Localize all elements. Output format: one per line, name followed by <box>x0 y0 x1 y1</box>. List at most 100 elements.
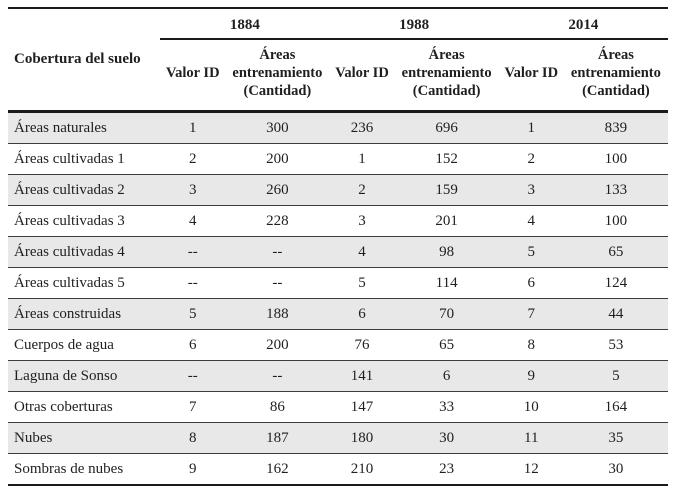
value-cell: 3 <box>498 174 564 206</box>
value-cell: 696 <box>394 111 499 144</box>
table-row: Áreas cultivadas 2 3 260 2 159 3 133 <box>8 174 668 206</box>
value-cell: 3 <box>160 174 226 206</box>
value-cell: -- <box>225 267 330 299</box>
value-cell: 3 <box>329 205 395 237</box>
value-cell: -- <box>160 267 226 299</box>
value-cell: 188 <box>225 298 330 330</box>
table-row: Laguna de Sonso -- -- 141 6 9 5 <box>8 360 668 392</box>
table-body: Áreas naturales 1 300 236 696 1 839 Área… <box>8 111 668 486</box>
table-row: Áreas cultivadas 1 2 200 1 152 2 100 <box>8 143 668 175</box>
value-cell: 187 <box>225 422 330 454</box>
value-cell: 100 <box>563 143 668 175</box>
value-cell: 70 <box>394 298 499 330</box>
value-cell: 1 <box>329 143 395 175</box>
value-cell: 164 <box>563 391 668 423</box>
value-cell: 236 <box>329 111 395 144</box>
value-cell: 23 <box>394 453 499 486</box>
table-row: Sombras de nubes 9 162 210 23 12 30 <box>8 453 668 486</box>
value-cell: 9 <box>160 453 226 486</box>
value-cell: 8 <box>160 422 226 454</box>
value-cell: 7 <box>498 298 564 330</box>
table-row: Áreas naturales 1 300 236 696 1 839 <box>8 111 668 144</box>
value-cell: -- <box>160 236 226 268</box>
value-cell: 147 <box>329 391 395 423</box>
value-cell: 1 <box>498 111 564 144</box>
value-cell: 180 <box>329 422 395 454</box>
value-cell: 98 <box>394 236 499 268</box>
value-cell: 6 <box>160 329 226 361</box>
value-cell: 5 <box>160 298 226 330</box>
row-label: Áreas cultivadas 2 <box>8 174 161 206</box>
value-cell: 8 <box>498 329 564 361</box>
table-header: Cobertura del suelo 1884 1988 2014 Valor… <box>8 8 668 113</box>
value-cell: 1 <box>160 111 226 144</box>
value-cell: 30 <box>563 453 668 486</box>
table-row: Nubes 8 187 180 30 11 35 <box>8 422 668 454</box>
value-cell: 4 <box>160 205 226 237</box>
value-cell: 260 <box>225 174 330 206</box>
row-label: Sombras de nubes <box>8 453 161 486</box>
value-cell: 53 <box>563 329 668 361</box>
row-label: Áreas construidas <box>8 298 161 330</box>
value-cell: 9 <box>498 360 564 392</box>
value-cell: -- <box>160 360 226 392</box>
table-row: Áreas cultivadas 3 4 228 3 201 4 100 <box>8 205 668 237</box>
value-cell: 12 <box>498 453 564 486</box>
row-label: Áreas cultivadas 1 <box>8 143 161 175</box>
value-cell: 4 <box>498 205 564 237</box>
value-cell: 839 <box>563 111 668 144</box>
value-cell: 33 <box>394 391 499 423</box>
year-header-1884: 1884 <box>160 8 330 40</box>
value-cell: 6 <box>329 298 395 330</box>
subheader-areas-1988: Áreas entrenamiento (Cantidad) <box>394 39 499 113</box>
value-cell: 4 <box>329 236 395 268</box>
value-cell: 2 <box>329 174 395 206</box>
row-label: Áreas cultivadas 4 <box>8 236 161 268</box>
value-cell: 200 <box>225 143 330 175</box>
value-cell: 76 <box>329 329 395 361</box>
column-header-cobertura-del-suelo: Cobertura del suelo <box>8 8 161 113</box>
value-cell: 228 <box>225 205 330 237</box>
row-label: Cuerpos de agua <box>8 329 161 361</box>
value-cell: 152 <box>394 143 499 175</box>
table-row: Otras coberturas 7 86 147 33 10 164 <box>8 391 668 423</box>
row-label: Áreas cultivadas 5 <box>8 267 161 299</box>
value-cell: -- <box>225 360 330 392</box>
value-cell: 300 <box>225 111 330 144</box>
value-cell: 7 <box>160 391 226 423</box>
value-cell: 30 <box>394 422 499 454</box>
value-cell: 200 <box>225 329 330 361</box>
subheader-valor-id-1988: Valor ID <box>329 39 395 113</box>
value-cell: 141 <box>329 360 395 392</box>
value-cell: 133 <box>563 174 668 206</box>
value-cell: 2 <box>160 143 226 175</box>
value-cell: 5 <box>498 236 564 268</box>
value-cell: 114 <box>394 267 499 299</box>
value-cell: 201 <box>394 205 499 237</box>
value-cell: 5 <box>563 360 668 392</box>
value-cell: 162 <box>225 453 330 486</box>
value-cell: 65 <box>394 329 499 361</box>
value-cell: 5 <box>329 267 395 299</box>
value-cell: 210 <box>329 453 395 486</box>
page: Cobertura del suelo 1884 1988 2014 Valor… <box>0 7 675 497</box>
value-cell: -- <box>225 236 330 268</box>
value-cell: 124 <box>563 267 668 299</box>
value-cell: 11 <box>498 422 564 454</box>
year-header-1988: 1988 <box>329 8 499 40</box>
row-label: Laguna de Sonso <box>8 360 161 392</box>
value-cell: 10 <box>498 391 564 423</box>
subheader-row: Valor ID Áreas entrenamiento (Cantidad) … <box>8 39 668 113</box>
value-cell: 86 <box>225 391 330 423</box>
row-label: Otras coberturas <box>8 391 161 423</box>
value-cell: 6 <box>394 360 499 392</box>
subheader-valor-id-2014: Valor ID <box>498 39 564 113</box>
value-cell: 159 <box>394 174 499 206</box>
subheader-areas-1884: Áreas entrenamiento (Cantidad) <box>225 39 330 113</box>
year-header-2014: 2014 <box>498 8 668 40</box>
value-cell: 65 <box>563 236 668 268</box>
row-label: Nubes <box>8 422 161 454</box>
subheader-areas-2014: Áreas entrenamiento (Cantidad) <box>563 39 668 113</box>
table-row: Áreas cultivadas 5 -- -- 5 114 6 124 <box>8 267 668 299</box>
value-cell: 100 <box>563 205 668 237</box>
